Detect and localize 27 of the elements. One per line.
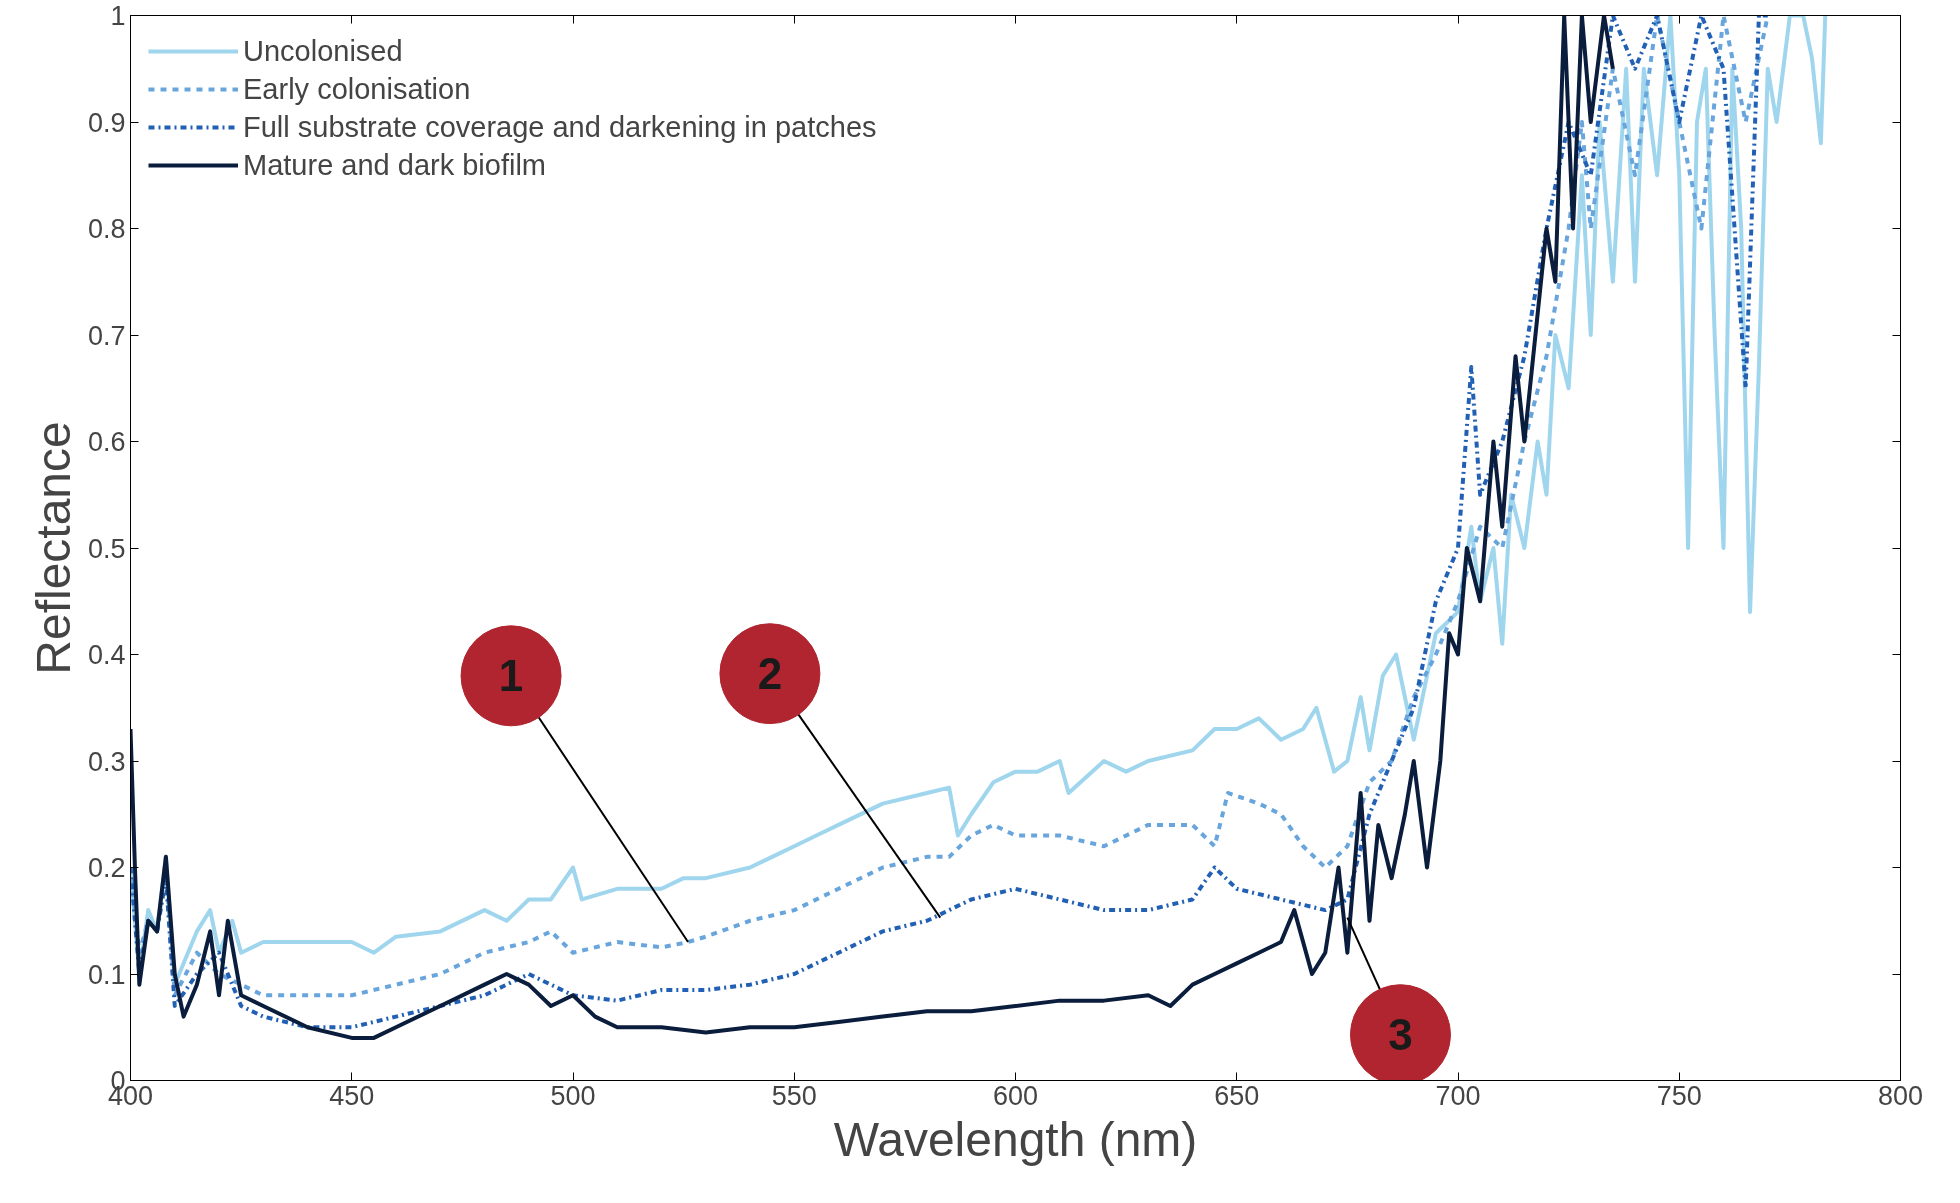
y-tick-label: 0.9	[87, 107, 126, 138]
y-tick-label: 1	[110, 1, 126, 31]
y-tick-label: 0.2	[87, 853, 126, 883]
y-tick-label: 0.6	[87, 427, 126, 457]
x-tick-label: 650	[1214, 1080, 1260, 1111]
y-tick-label: 0.7	[87, 320, 126, 351]
y-axis-title: Reflectance	[26, 421, 80, 675]
x-tick-label: 700	[1435, 1080, 1481, 1111]
x-tick-label: 750	[1656, 1080, 1702, 1111]
annotation: 2	[757, 649, 783, 699]
y-tick-label: 0.5	[87, 533, 126, 564]
legend-label: Full substrate coverage and darkening in patches	[243, 109, 877, 145]
legend-label: Mature and dark biofilm	[243, 147, 547, 183]
y-tick-label: 0.1	[87, 959, 126, 990]
y-tick-label: 0.4	[87, 640, 126, 670]
y-tick-label: 0.8	[87, 214, 126, 244]
x-tick-label: 450	[329, 1080, 375, 1111]
annotation: 1	[498, 651, 524, 701]
annotation: 3	[1388, 1010, 1413, 1060]
x-tick-label: 600	[992, 1080, 1039, 1111]
y-tick-label: 0.3	[87, 746, 126, 777]
legend-label: Early colonisation	[243, 71, 471, 107]
x-tick-label: 550	[771, 1080, 817, 1111]
x-axis-title: Wavelength (nm)	[833, 1112, 1198, 1166]
x-tick-label: 800	[1877, 1080, 1924, 1111]
legend-label: Uncolonised	[243, 33, 403, 69]
x-tick-label: 500	[550, 1080, 596, 1111]
